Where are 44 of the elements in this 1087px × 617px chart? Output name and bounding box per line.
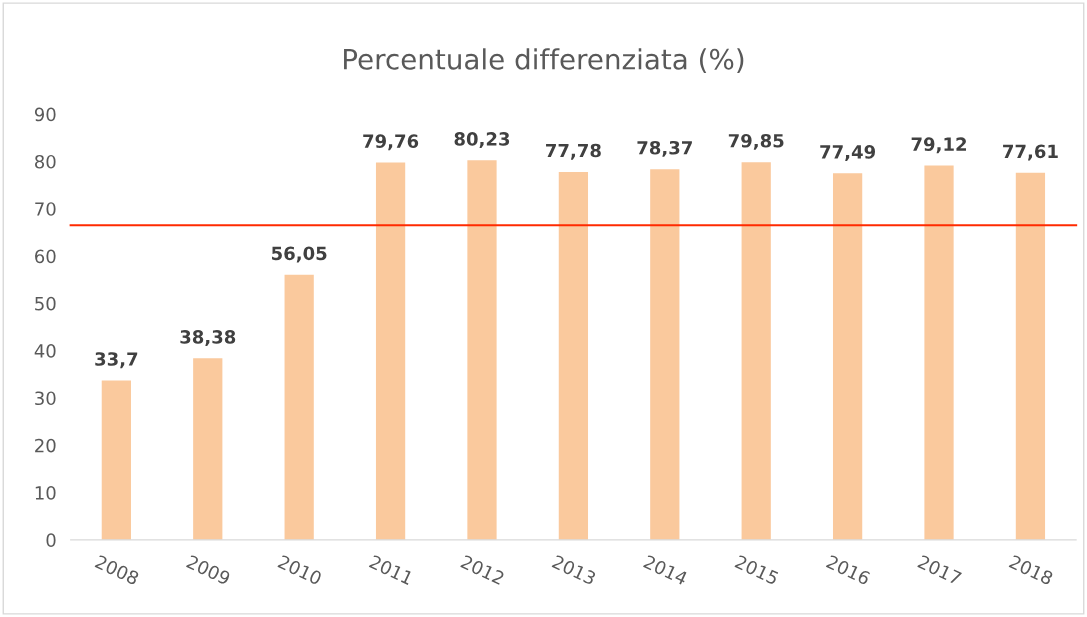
data-label: 79,76 <box>363 134 419 151</box>
data-label: 33,7 <box>95 352 138 369</box>
y-tick-label: 10 <box>35 486 56 500</box>
x-tick-label: 2018 <box>1008 554 1054 586</box>
bar <box>467 160 497 540</box>
chart-title: Percentuale differenziata (%) <box>344 48 744 74</box>
bar <box>101 380 131 540</box>
bar <box>193 358 223 540</box>
bar <box>832 173 863 540</box>
data-label: 77,49 <box>820 145 876 162</box>
y-tick-label: 90 <box>34 107 56 122</box>
y-tick-label: 40 <box>34 344 56 358</box>
data-label: 79,12 <box>911 137 967 154</box>
bar <box>558 171 589 540</box>
x-tick-label: 2012 <box>460 554 505 586</box>
bar <box>741 162 771 540</box>
bar <box>1015 172 1046 540</box>
x-tick-label: 2013 <box>551 554 597 586</box>
bar <box>375 162 406 540</box>
x-tick-label: 2014 <box>642 554 689 586</box>
bar <box>284 274 314 540</box>
y-tick-label: 70 <box>35 202 56 216</box>
x-tick-label: 2009 <box>185 554 231 586</box>
x-tick-label: 2016 <box>825 554 871 586</box>
x-tick-label: 2011 <box>368 554 414 586</box>
y-tick-label: 50 <box>35 296 56 311</box>
data-label: 56,05 <box>272 246 327 263</box>
x-tick-label: 2017 <box>917 554 962 586</box>
bar <box>650 169 680 540</box>
data-label: 78,37 <box>637 140 692 157</box>
x-tick-label: 2008 <box>94 554 140 586</box>
data-label: 77,61 <box>1003 144 1058 161</box>
data-label: 79,85 <box>728 133 784 150</box>
bar <box>924 165 954 540</box>
data-label: 77,78 <box>546 143 601 160</box>
data-label: 38,38 <box>180 330 236 347</box>
data-label: 80,23 <box>454 132 510 149</box>
y-tick-label: 30 <box>35 391 56 406</box>
y-tick-label: 20 <box>35 438 56 453</box>
x-tick-label: 2010 <box>277 554 323 586</box>
x-tick-label: 2015 <box>734 554 780 586</box>
y-tick-label: 80 <box>35 154 56 169</box>
y-tick-label: 0 <box>46 533 56 547</box>
y-tick-label: 60 <box>35 249 56 264</box>
